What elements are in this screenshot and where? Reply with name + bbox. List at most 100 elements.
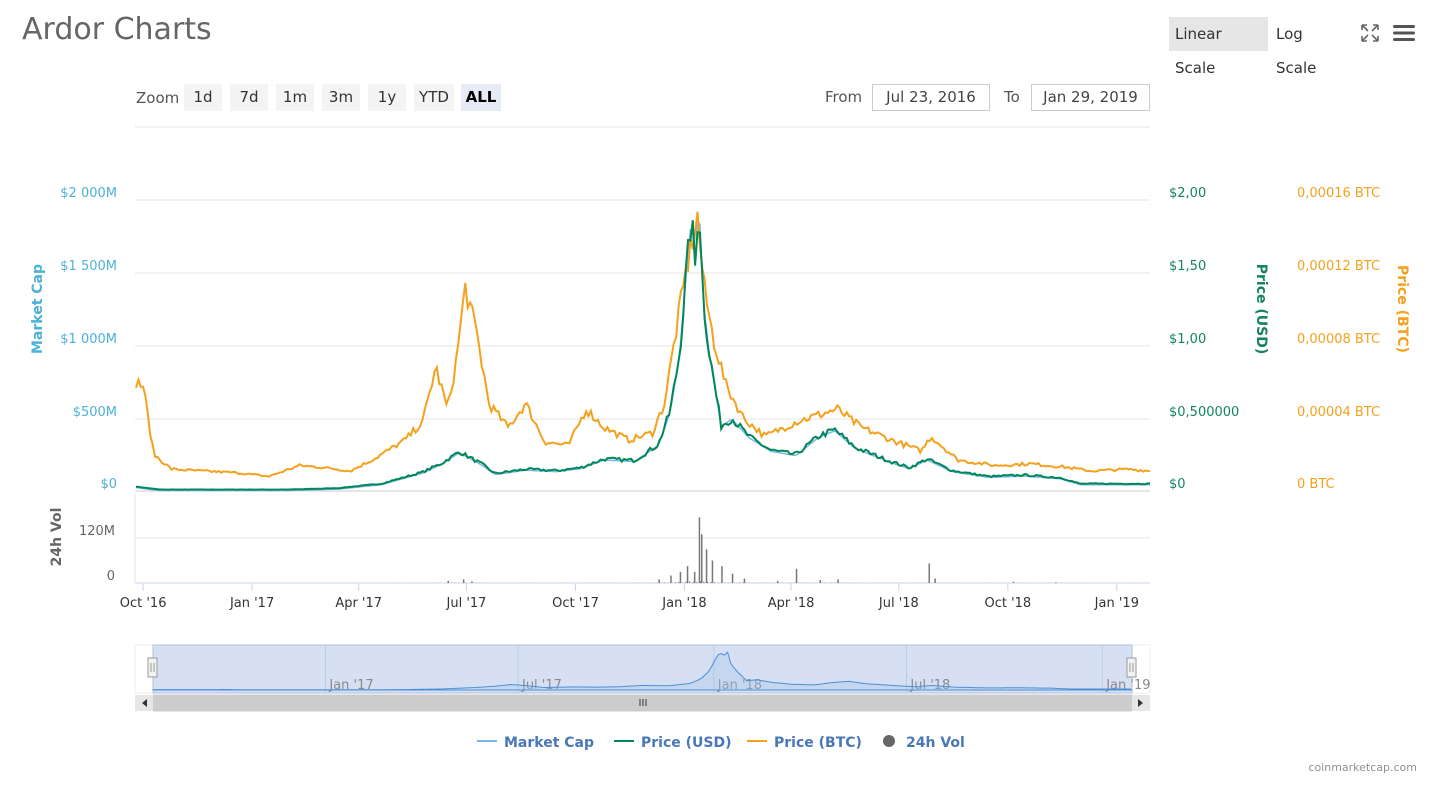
- usd-tick: $2,00: [1169, 186, 1206, 201]
- volume-bar: [692, 581, 694, 583]
- volume-bar: [701, 534, 703, 584]
- x-tick-label: Jan '19: [1094, 596, 1139, 611]
- usd-tick: $1,00: [1169, 332, 1206, 347]
- legend-item-market-cap[interactable]: Market Cap: [477, 735, 594, 751]
- price-usd-series-line: [135, 220, 1150, 491]
- volume-bar: [696, 582, 698, 583]
- volume-bar: [705, 549, 708, 584]
- btc-tick: 0 BTC: [1297, 477, 1335, 492]
- x-tick-label: Jul '17: [446, 596, 487, 611]
- zoom-label: Zoom: [136, 89, 180, 107]
- x-tick-label: Oct '16: [120, 596, 167, 611]
- log-scale-button[interactable]: Log Scale: [1276, 25, 1317, 77]
- to-label: To: [1004, 88, 1020, 106]
- volume-bar: [447, 580, 449, 584]
- legend-item-price-btc[interactable]: Price (BTC): [747, 735, 862, 751]
- legend-label: 24h Vol: [906, 735, 965, 751]
- btc-tick: 0,00012 BTC: [1297, 259, 1380, 274]
- linear-scale-button[interactable]: Linear Scale: [1169, 17, 1268, 77]
- volume-bar: [462, 579, 465, 584]
- navigator-label: Jan '17: [328, 678, 373, 693]
- legend-item-price-usd[interactable]: Price (USD): [614, 735, 732, 751]
- volume-bar: [776, 580, 779, 584]
- volume-bar: [471, 581, 473, 583]
- to-date-input[interactable]: Jan 29, 2019: [1031, 84, 1150, 111]
- navigator-label: Jan '19: [1105, 678, 1150, 693]
- fullscreen-icon[interactable]: [1360, 23, 1380, 43]
- market-cap-axis-title: Market Cap: [30, 264, 46, 354]
- zoom-1m-button[interactable]: 1m: [276, 84, 314, 111]
- volume-bar: [711, 560, 714, 583]
- btc-tick: 0,00004 BTC: [1297, 405, 1380, 420]
- volume-bar: [1012, 581, 1015, 583]
- volume-bar: [934, 578, 936, 583]
- navigator-left-handle[interactable]: [147, 657, 158, 678]
- volume-bar: [721, 566, 723, 583]
- credit-link[interactable]: coinmarketcap.com: [1308, 761, 1417, 774]
- x-tick-label: Jan '18: [661, 596, 706, 611]
- volume-bar: [658, 579, 660, 584]
- market-cap-tick: $1 000M: [60, 332, 117, 347]
- market-cap-tick: $0: [100, 477, 117, 492]
- scroll-left-arrow[interactable]: [135, 695, 153, 711]
- volume-bar: [928, 563, 930, 583]
- volume-bar: [678, 581, 680, 583]
- x-tick-label: Jan '17: [229, 596, 274, 611]
- from-label: From: [825, 88, 863, 106]
- volume-bar: [699, 581, 701, 583]
- legend-label: Market Cap: [504, 735, 594, 751]
- navigator-scrollbar[interactable]: [135, 694, 1150, 712]
- zoom-all-button[interactable]: ALL: [461, 84, 501, 111]
- market-cap-series-line: [135, 218, 1150, 492]
- volume-bar: [707, 581, 708, 583]
- x-tick-label: Apr '17: [335, 596, 382, 611]
- navigator-label: Jul '17: [521, 678, 562, 693]
- usd-tick: $0: [1169, 477, 1186, 492]
- volume-bar: [667, 582, 669, 583]
- market-cap-tick: $2 000M: [60, 186, 117, 201]
- market-cap-tick: $500M: [73, 405, 117, 420]
- x-axis-ticks: Oct '16 Jan '17 Apr '17 Jul '17 Oct '17 Jan '…: [120, 583, 1139, 611]
- volume-bar: [731, 573, 734, 583]
- x-tick-label: Oct '17: [552, 596, 599, 611]
- usd-tick: $0,500000: [1169, 405, 1239, 420]
- volume-bar: [686, 566, 689, 583]
- volume-bar: [795, 568, 798, 584]
- zoom-7d-button[interactable]: 7d: [230, 84, 268, 111]
- btc-axis-title: Price (BTC): [1394, 265, 1410, 353]
- menu-icon[interactable]: [1392, 23, 1416, 43]
- navigator-right-handle[interactable]: [1126, 657, 1137, 678]
- volume-bar: [739, 582, 740, 583]
- legend-label: Price (BTC): [774, 735, 862, 751]
- page-title: Ardor Charts: [22, 12, 212, 47]
- usd-tick: $1,50: [1169, 259, 1206, 274]
- volume-bar: [664, 582, 666, 583]
- volume-bar: [685, 581, 687, 583]
- btc-tick: 0,00008 BTC: [1297, 332, 1380, 347]
- volume-tick: 0: [107, 569, 115, 584]
- volume-bar: [703, 581, 705, 583]
- scroll-right-arrow[interactable]: [1132, 695, 1150, 711]
- volume-bar: [670, 575, 672, 583]
- navigator-label: Jan '18: [717, 678, 762, 693]
- volume-axis-title: 24h Vol: [49, 508, 65, 567]
- volume-bar: [743, 578, 746, 583]
- zoom-1y-button[interactable]: 1y: [368, 84, 406, 111]
- navigator-series-line: [152, 651, 1133, 691]
- zoom-3m-button[interactable]: 3m: [322, 84, 360, 111]
- zoom-1d-button[interactable]: 1d: [184, 84, 222, 111]
- legend-item-24h-vol[interactable]: 24h Vol: [883, 735, 965, 751]
- zoom-ytd-button[interactable]: YTD: [414, 84, 454, 111]
- volume-bars: [394, 517, 1149, 584]
- market-cap-tick: $1 500M: [60, 259, 117, 274]
- volume-bar: [689, 581, 691, 583]
- from-date-input[interactable]: Jul 23, 2016: [872, 84, 990, 111]
- legend-label: Price (USD): [641, 735, 732, 751]
- btc-tick: 0,00016 BTC: [1297, 186, 1380, 201]
- volume-bar: [742, 582, 744, 583]
- price-btc-series-line: [135, 211, 1151, 478]
- volume-tick: 120M: [79, 524, 115, 539]
- usd-axis-title: Price (USD): [1253, 264, 1269, 355]
- volume-bar: [698, 517, 701, 583]
